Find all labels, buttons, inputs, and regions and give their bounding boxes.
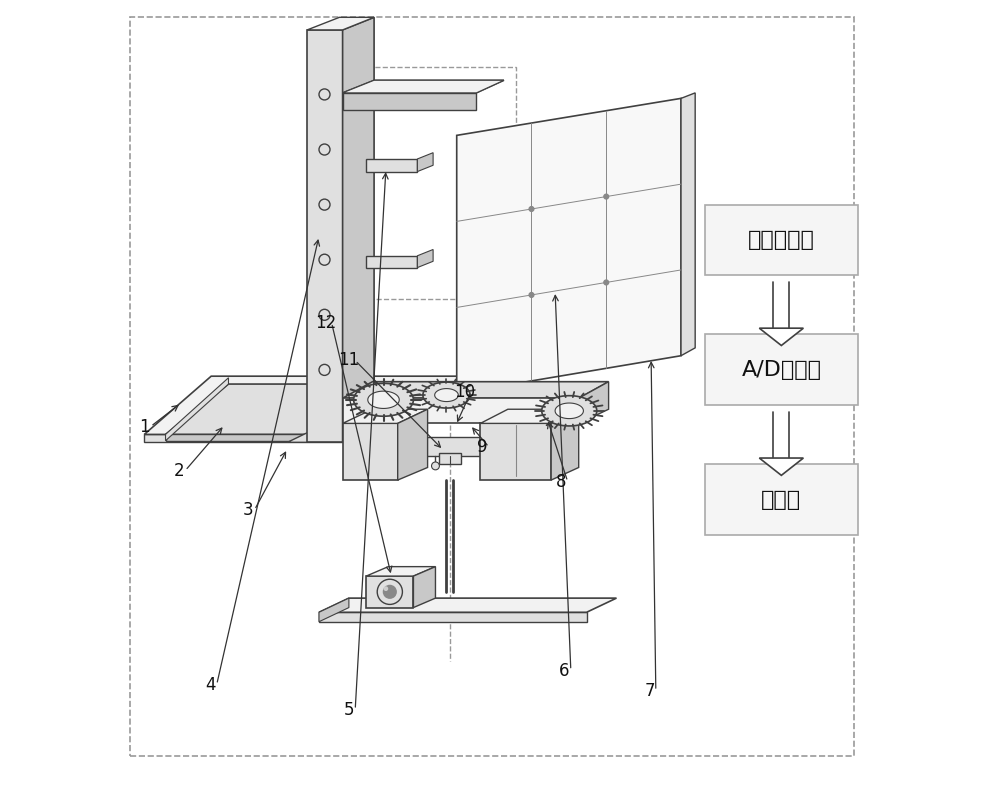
Polygon shape: [457, 98, 681, 394]
Polygon shape: [480, 423, 551, 480]
Text: 2: 2: [174, 462, 184, 479]
Polygon shape: [343, 382, 609, 398]
Text: A/D转换卡: A/D转换卡: [741, 360, 821, 380]
Polygon shape: [307, 30, 343, 442]
Polygon shape: [366, 256, 417, 268]
Circle shape: [529, 293, 534, 297]
Polygon shape: [144, 434, 409, 442]
Text: 11: 11: [338, 352, 360, 369]
Polygon shape: [759, 458, 803, 475]
Circle shape: [604, 280, 609, 285]
Bar: [354, 67, 516, 299]
Polygon shape: [343, 80, 504, 93]
Polygon shape: [759, 328, 803, 345]
Polygon shape: [166, 378, 228, 441]
Polygon shape: [423, 382, 470, 408]
Polygon shape: [343, 80, 504, 93]
Circle shape: [604, 194, 609, 199]
Polygon shape: [366, 567, 435, 576]
Circle shape: [529, 207, 534, 212]
Text: 计算机: 计算机: [761, 490, 801, 510]
FancyBboxPatch shape: [705, 464, 858, 535]
Polygon shape: [579, 382, 609, 423]
Circle shape: [377, 579, 402, 604]
Polygon shape: [343, 398, 579, 423]
Polygon shape: [417, 153, 433, 172]
Circle shape: [383, 585, 397, 599]
Text: 1: 1: [139, 418, 150, 435]
Polygon shape: [319, 598, 616, 612]
Text: 7: 7: [644, 682, 655, 700]
Text: 12: 12: [315, 314, 336, 331]
Polygon shape: [366, 159, 417, 172]
Polygon shape: [319, 598, 349, 622]
Circle shape: [432, 462, 439, 470]
Polygon shape: [555, 403, 583, 419]
FancyBboxPatch shape: [705, 205, 858, 275]
Polygon shape: [398, 409, 428, 480]
Polygon shape: [435, 389, 458, 401]
FancyBboxPatch shape: [705, 334, 858, 405]
Polygon shape: [439, 453, 461, 464]
Polygon shape: [144, 376, 476, 434]
Text: 8: 8: [556, 473, 567, 490]
Polygon shape: [319, 612, 587, 622]
Text: 6: 6: [559, 662, 570, 679]
Text: 3: 3: [243, 501, 253, 519]
Polygon shape: [366, 576, 413, 608]
Polygon shape: [542, 396, 597, 426]
Text: 10: 10: [454, 383, 475, 401]
Polygon shape: [343, 93, 476, 110]
Polygon shape: [368, 391, 399, 408]
Circle shape: [384, 586, 388, 591]
Polygon shape: [417, 249, 433, 268]
Text: 4: 4: [205, 676, 216, 693]
Polygon shape: [398, 437, 480, 456]
Text: 电荷放大器: 电荷放大器: [748, 230, 815, 250]
Polygon shape: [343, 423, 398, 480]
Polygon shape: [551, 409, 579, 480]
Polygon shape: [354, 383, 413, 416]
Polygon shape: [307, 17, 374, 30]
Polygon shape: [166, 384, 453, 434]
Polygon shape: [288, 429, 406, 442]
Polygon shape: [480, 409, 579, 423]
Polygon shape: [166, 434, 390, 441]
Polygon shape: [681, 93, 695, 356]
Polygon shape: [343, 17, 374, 442]
Text: 9: 9: [477, 438, 488, 456]
Polygon shape: [343, 409, 428, 423]
Text: 5: 5: [344, 701, 354, 719]
Polygon shape: [413, 567, 435, 608]
